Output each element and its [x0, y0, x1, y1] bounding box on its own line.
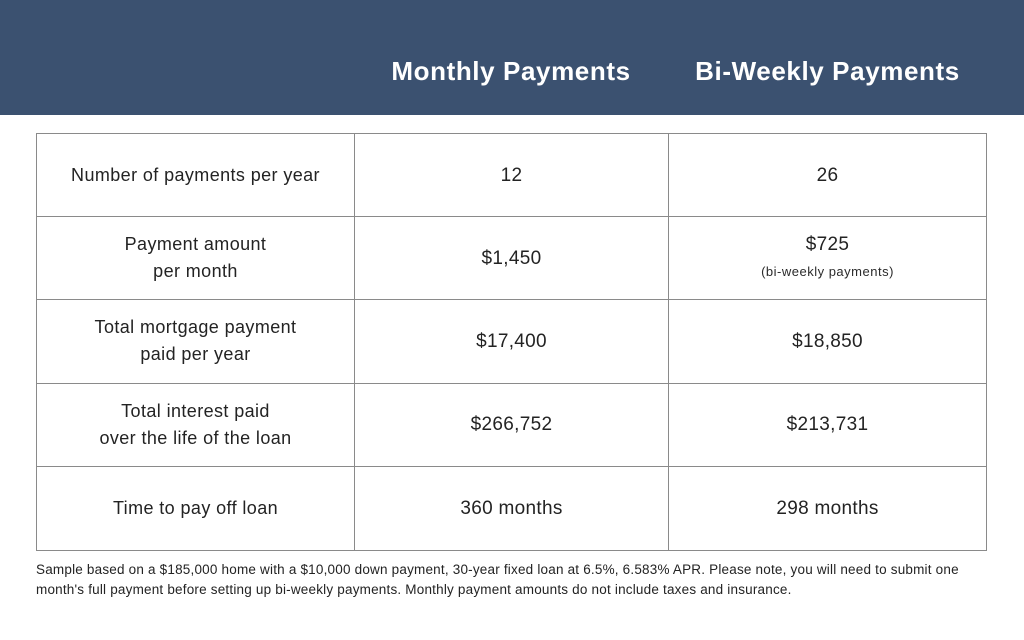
biweekly-time-to-pay-off: 298 months [776, 497, 879, 519]
biweekly-total-mortgage-per-year: $18,850 [669, 300, 986, 384]
row-label-total-mortgage-per-year: Total mortgage payment paid per year [37, 300, 355, 384]
monthly-time-to-pay-off: 360 months [355, 466, 669, 550]
row-label-total-interest: Total interest paid over the life of the… [37, 383, 355, 467]
comparison-table: Number of payments per year 12 26 Paymen… [36, 133, 987, 551]
row-label-payments-per-year: Number of payments per year [37, 134, 355, 218]
monthly-payment-amount: $1,450 [355, 217, 669, 301]
biweekly-payments-per-year: 26 [669, 134, 986, 218]
column-header-biweekly: Bi-Weekly Payments [695, 56, 960, 86]
biweekly-payment-note: (bi-weekly payments) [761, 264, 894, 280]
monthly-total-mortgage-per-year: $17,400 [355, 300, 669, 384]
monthly-payments-per-year: 12 [355, 134, 669, 218]
row-label-payment-amount: Payment amount per month [37, 217, 355, 301]
biweekly-total-interest: $213,731 [669, 384, 986, 467]
biweekly-payment-amount: $725 [805, 234, 850, 256]
header-band: Monthly Payments Bi-Weekly Payments [0, 0, 1024, 115]
biweekly-payment-amount-cell: $725 (bi-weekly payments) [669, 217, 986, 301]
row-label-time-to-pay-off: Time to pay off loan [37, 466, 355, 550]
column-header-monthly: Monthly Payments [391, 56, 631, 86]
monthly-total-interest: $266,752 [355, 383, 669, 467]
footnote: Sample based on a $185,000 home with a $… [36, 562, 959, 598]
